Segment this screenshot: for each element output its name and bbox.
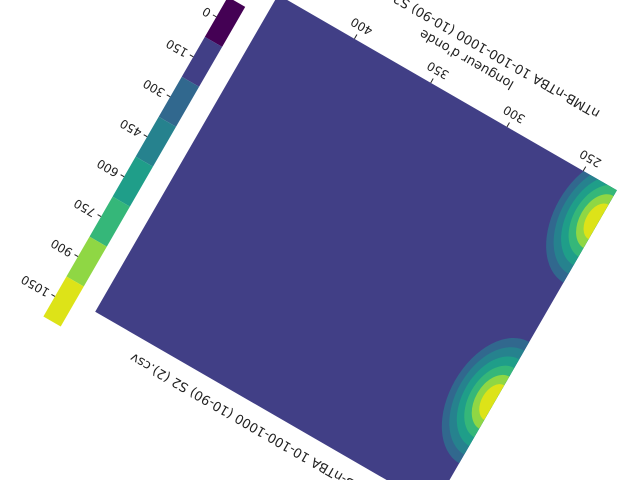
colorbar-tick-label: 600 [94,156,121,180]
colorbar-tick [74,254,79,257]
colorbar-band [89,196,130,247]
colorbar-tick [212,14,217,18]
x-tick-label: 250 [577,147,604,171]
colorbar-band [204,0,246,47]
colorbar-tick-label: 0 [200,4,214,20]
colorbar-tick [120,174,125,178]
colorbar-band [112,156,153,207]
colorbar-tick [51,294,56,297]
rotated-figure: nTMB-nTBA 10-100-1000 (10-90) S2 (2).csv… [19,0,617,480]
colorbar-band [135,116,177,167]
colorbar-tick-label: 750 [71,196,98,220]
colorbar-tick-label: 300 [141,76,168,100]
colorbar-band [43,276,84,327]
x-tick [582,166,587,172]
colorbar-tick [143,134,148,138]
colorbar-band [181,36,223,87]
x-tick [354,34,358,40]
colorbar-tick-label: 900 [48,236,75,260]
colorbar-band [158,76,200,127]
colorbar-tick [189,54,194,58]
colorbar-band [66,236,107,287]
colorbar-tick-label: 1050 [19,272,52,299]
colorbar-tick-label: 150 [164,36,191,60]
colorbar-tick-label: 450 [118,116,145,140]
x-tick-label: 400 [348,14,375,38]
x-tick-label: 350 [425,58,452,82]
x-tick [430,78,434,84]
colorbar-tick [166,94,171,98]
x-tick [506,122,510,128]
colorbar-tick [97,214,102,218]
x-tick-label: 300 [501,103,528,127]
